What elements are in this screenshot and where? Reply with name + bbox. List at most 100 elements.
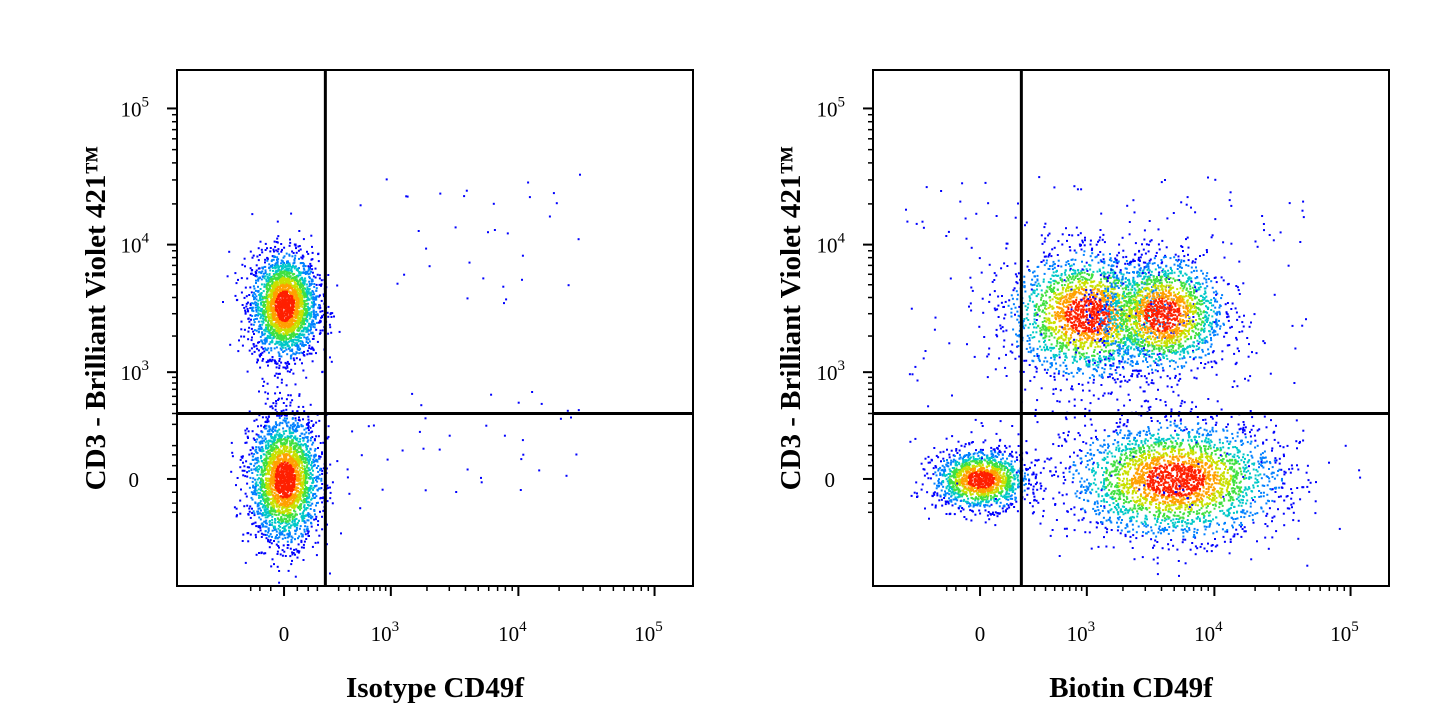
event-point: [274, 285, 277, 288]
event-point: [303, 313, 306, 316]
event-point: [273, 437, 276, 440]
event-point: [294, 449, 297, 452]
event-point: [275, 261, 278, 264]
event-point: [326, 523, 328, 526]
event-point: [264, 465, 267, 467]
event-point: [306, 440, 309, 443]
event-point: [253, 345, 256, 348]
event-point: [295, 333, 297, 336]
event-point: [269, 284, 272, 287]
event-point: [257, 470, 260, 473]
event-point: [267, 477, 270, 480]
event-point: [260, 248, 263, 251]
event-point: [258, 492, 261, 495]
event-point: [270, 457, 273, 460]
event-point: [261, 506, 264, 509]
event-point: [271, 287, 274, 290]
event-point: [287, 280, 290, 283]
event-point: [248, 349, 251, 352]
event-point: [312, 291, 315, 294]
event-point: [271, 358, 274, 361]
event-point: [281, 267, 283, 270]
event-point: [254, 521, 257, 524]
event-point: [313, 477, 316, 479]
event-point: [313, 285, 316, 288]
event-point: [305, 486, 308, 489]
event-point: [298, 527, 301, 530]
event-point: [278, 518, 281, 521]
event-point: [275, 483, 278, 486]
event-point: [268, 514, 270, 517]
event-point: [327, 332, 330, 335]
event-point: [282, 409, 285, 412]
event-point: [260, 326, 263, 329]
event-point: [262, 505, 265, 508]
event-point: [259, 482, 262, 485]
event-point: [291, 501, 294, 504]
event-point: [292, 428, 295, 431]
event-point: [296, 457, 299, 460]
event-point: [292, 552, 295, 554]
event-point: [262, 290, 265, 293]
event-point: [271, 255, 274, 258]
event-point: [297, 551, 300, 554]
event-point: [258, 507, 261, 510]
event-point: [282, 339, 285, 342]
event-point: [246, 471, 249, 474]
event-point: [257, 504, 260, 507]
event-point: [282, 326, 285, 329]
event-point: [271, 442, 274, 445]
event-point: [282, 317, 285, 320]
event-point: [286, 425, 289, 428]
event-point: [288, 435, 291, 438]
event-point: [252, 491, 255, 494]
event-point: [346, 468, 349, 471]
event-point: [297, 426, 299, 428]
event-point: [300, 539, 303, 542]
event-point: [291, 461, 294, 464]
event-point: [315, 515, 318, 518]
event-point: [273, 447, 276, 450]
event-point: [296, 549, 299, 552]
event-point: [278, 321, 280, 324]
event-point: [253, 333, 255, 335]
event-point: [289, 462, 292, 465]
event-point: [297, 440, 300, 443]
event-point: [329, 572, 331, 575]
event-point: [302, 312, 305, 315]
event-point: [313, 463, 316, 466]
event-point: [276, 319, 279, 322]
event-point: [272, 311, 275, 314]
event-point: [273, 425, 276, 428]
event-point: [311, 443, 314, 446]
event-point: [263, 463, 266, 465]
event-point: [299, 438, 302, 441]
event-point: [296, 346, 299, 349]
event-point: [278, 299, 281, 302]
event-point: [258, 436, 261, 439]
event-point: [292, 335, 295, 338]
event-point: [288, 253, 291, 256]
event-point: [274, 479, 277, 482]
event-point: [284, 496, 287, 498]
event-point: [259, 327, 262, 330]
event-point: [277, 486, 280, 489]
event-point: [275, 331, 278, 334]
event-point: [321, 515, 323, 518]
event-point: [293, 486, 295, 489]
event-point: [322, 467, 325, 470]
event-point: [270, 507, 273, 510]
event-point: [277, 446, 279, 449]
event-point: [256, 438, 259, 441]
event-point: [230, 441, 233, 444]
event-point: [294, 460, 297, 463]
event-point: [251, 306, 254, 309]
event-point: [282, 463, 285, 465]
event-point: [249, 250, 252, 253]
event-point: [263, 514, 266, 517]
event-point: [293, 316, 296, 319]
event-point: [310, 321, 313, 324]
event-point: [239, 512, 242, 515]
event-point: [310, 305, 313, 308]
event-point: [256, 275, 259, 278]
